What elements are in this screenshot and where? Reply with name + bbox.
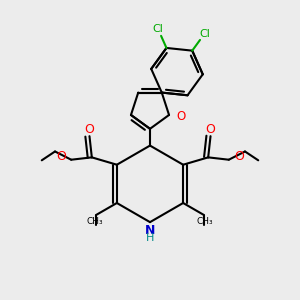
Text: O: O <box>176 110 186 123</box>
Text: CH₃: CH₃ <box>87 217 103 226</box>
Text: H: H <box>146 233 154 243</box>
Text: O: O <box>85 123 94 136</box>
Text: O: O <box>206 123 215 136</box>
Text: Cl: Cl <box>199 29 210 39</box>
Text: O: O <box>56 150 66 163</box>
Text: N: N <box>145 224 155 238</box>
Text: O: O <box>234 150 244 163</box>
Text: Cl: Cl <box>153 24 164 34</box>
Text: CH₃: CH₃ <box>197 217 213 226</box>
